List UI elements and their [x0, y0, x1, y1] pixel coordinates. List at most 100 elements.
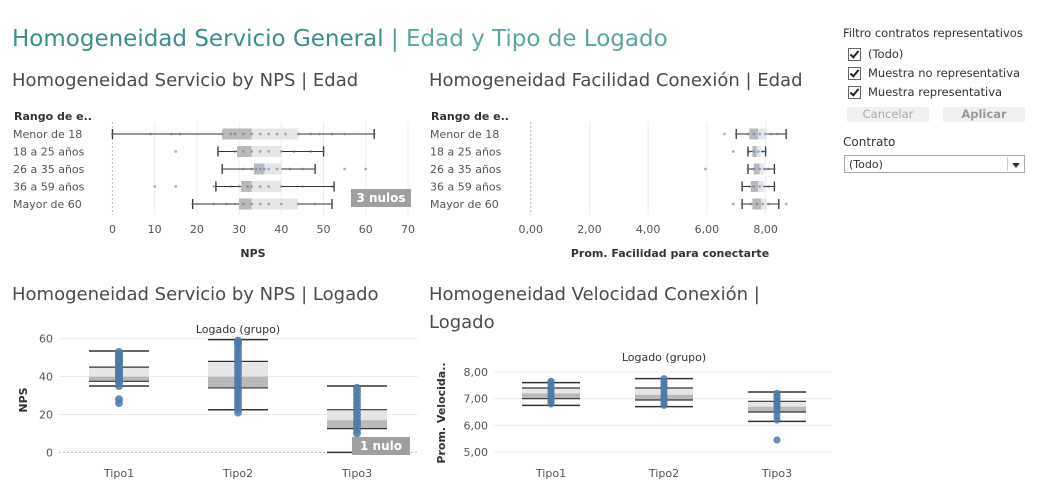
data-point	[263, 167, 266, 171]
data-point	[233, 150, 237, 153]
box-upper	[759, 163, 765, 175]
data-point	[761, 150, 765, 153]
data-point	[784, 202, 788, 206]
data-point	[704, 167, 707, 171]
data-point	[149, 132, 152, 136]
x-ticks: 0 10 20 30 40 50 60 70	[109, 223, 415, 236]
x-ticks: 0,00 2,00 4,00 6,00 8,00	[518, 223, 777, 236]
dashboard-title-main: Homogeneidad Servicio General	[12, 26, 384, 52]
checkbox-no-representativa[interactable]	[848, 66, 861, 80]
filter-option-label: Muestra no representativa	[868, 66, 1021, 80]
data-point	[748, 150, 751, 153]
data-point	[756, 150, 760, 153]
data-point	[723, 132, 726, 136]
box-upper	[251, 128, 299, 140]
data-point	[773, 389, 781, 397]
checkbox-todo[interactable]	[848, 47, 861, 61]
data-point	[241, 202, 245, 206]
chart-title-nps-logado: Homogeneidad Servicio by NPS | Logado	[12, 284, 379, 305]
data-point	[111, 132, 114, 136]
data-point	[174, 150, 178, 153]
filter-option-no-representativa[interactable]: Muestra no representativa	[848, 66, 1020, 80]
data-point	[547, 377, 555, 385]
chart-title-nps-edad: Homogeneidad Servicio by NPS | Edad	[12, 70, 359, 91]
data-point	[258, 202, 262, 206]
y-axis-label-velocidad: Prom. Velocida..	[435, 362, 448, 463]
rows-group: Menor de 18 18 a 25 años 26 a 35 años 36 a …	[430, 128, 502, 211]
contrato-dropdown[interactable]: (Todo)	[844, 155, 1025, 173]
data-point	[353, 383, 361, 392]
data-point	[233, 132, 237, 136]
data-point	[322, 150, 325, 153]
filter-option-todo[interactable]: (Todo)	[848, 47, 903, 61]
box-upper	[251, 146, 282, 157]
data-point	[772, 185, 776, 188]
data-point	[740, 185, 744, 188]
data-point	[241, 132, 245, 136]
data-point	[237, 185, 241, 188]
x-tick-label: 10	[148, 223, 162, 236]
chevron-down-icon[interactable]	[1012, 163, 1020, 168]
data-point	[229, 185, 233, 188]
x-axis-label-nps: NPS	[240, 247, 265, 260]
column-header-logado-1: Logado (grupo)	[196, 323, 280, 336]
chart-velocidad-logado: Logado (grupo) Prom. Velocida.. 5,00 6,00…	[435, 351, 832, 480]
data-point	[250, 150, 254, 153]
null-badge-3-nulos[interactable]: 3 nulos	[351, 189, 411, 207]
x-tick-label: 8,00	[753, 223, 778, 236]
data-point	[212, 202, 216, 206]
data-point	[267, 150, 271, 153]
data-point	[301, 167, 304, 171]
data-point	[174, 185, 178, 188]
cancel-button[interactable]: Cancelar	[847, 107, 929, 122]
y-ticks: 5,00 6,00 7,00 8,00	[464, 366, 489, 459]
data-point	[250, 202, 254, 206]
filter-option-label: Muestra representativa	[868, 85, 1003, 99]
data-point	[275, 132, 279, 136]
grid-group	[530, 122, 767, 215]
apply-button[interactable]: Aplicar	[943, 107, 1025, 122]
data-point	[764, 150, 767, 153]
data-point	[330, 185, 334, 188]
row-header-edad-1: Rango de e..	[14, 110, 92, 123]
x-tick-label: 40	[274, 223, 288, 236]
y-tick-label: 8,00	[464, 366, 489, 379]
data-point	[767, 202, 770, 206]
box-lower	[222, 128, 252, 140]
data-point	[267, 167, 271, 171]
data-point	[772, 167, 776, 171]
x-tick-label: Tipo2	[648, 467, 679, 480]
data-point	[241, 167, 245, 171]
data-point	[752, 132, 756, 136]
marks-group	[89, 336, 387, 454]
y-tick-label: 5,00	[464, 446, 489, 459]
data-point	[267, 185, 271, 188]
data-point	[313, 167, 317, 171]
x-tick-label: 2,00	[577, 223, 602, 236]
checkbox-representativa[interactable]	[848, 85, 861, 99]
data-point	[731, 202, 735, 206]
data-point	[343, 167, 347, 171]
data-point	[225, 202, 228, 206]
data-point	[216, 150, 220, 153]
box-upper	[761, 198, 768, 210]
data-point	[330, 202, 334, 206]
data-point	[250, 185, 254, 188]
data-point	[191, 202, 195, 206]
box-upper	[264, 163, 282, 175]
data-point	[241, 150, 245, 153]
null-badge-1-nulo[interactable]: 1 nulo	[352, 437, 410, 455]
dashboard-title: Homogeneidad Servicio General | Edad y T…	[12, 26, 668, 52]
data-point	[279, 202, 283, 206]
filter-option-representativa[interactable]: Muestra representativa	[848, 85, 1002, 99]
data-point	[746, 167, 750, 171]
data-point	[170, 132, 173, 136]
x-tick-label: 6,00	[695, 223, 720, 236]
data-point	[749, 202, 753, 206]
data-point	[775, 132, 779, 136]
data-point	[777, 202, 781, 206]
row-label: Mayor de 60	[13, 198, 82, 211]
data-point	[309, 132, 313, 136]
data-point	[770, 132, 773, 136]
